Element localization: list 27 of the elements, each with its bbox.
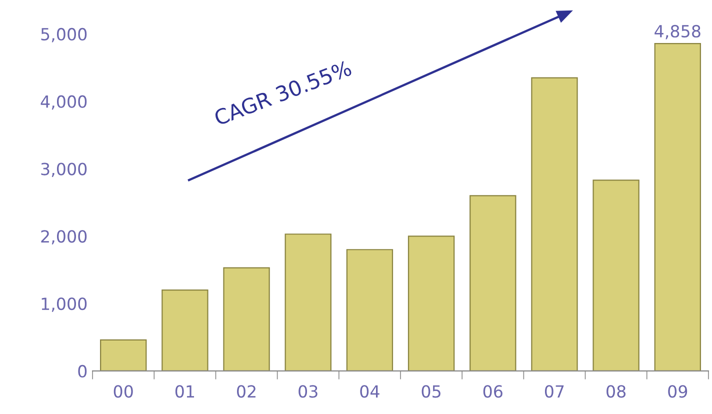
x-tick-label: 04 [360,385,380,398]
y-tick-label: 4,000 [40,95,87,110]
x-tick-label: 05 [422,385,440,398]
x-tick-label: 01 [175,385,194,398]
x-tick-label: 08 [606,385,626,398]
x-tick-label: 06 [483,385,502,398]
y-tick-label: 3,000 [41,162,87,178]
y-tick-label: 2,000 [41,230,87,244]
y-tick-label: 5,000 [41,28,87,42]
bar [470,195,516,371]
data-label: 4,858 [654,24,700,40]
x-tick-label: 09 [668,385,688,398]
bar [408,236,455,371]
bar [100,339,147,371]
x-tick-label: 03 [298,385,318,398]
bar [346,249,394,371]
x-tick-label: 07 [544,385,564,398]
y-tick-label: 0 [78,364,87,378]
bar [223,267,270,371]
bar [531,77,578,371]
x-tick-label: 00 [114,385,133,398]
bar [592,180,640,371]
bar [284,234,332,371]
x-tick-label: 02 [237,385,256,398]
bar [654,42,701,371]
bar [162,290,208,371]
y-tick-label: 1,000 [42,298,87,312]
